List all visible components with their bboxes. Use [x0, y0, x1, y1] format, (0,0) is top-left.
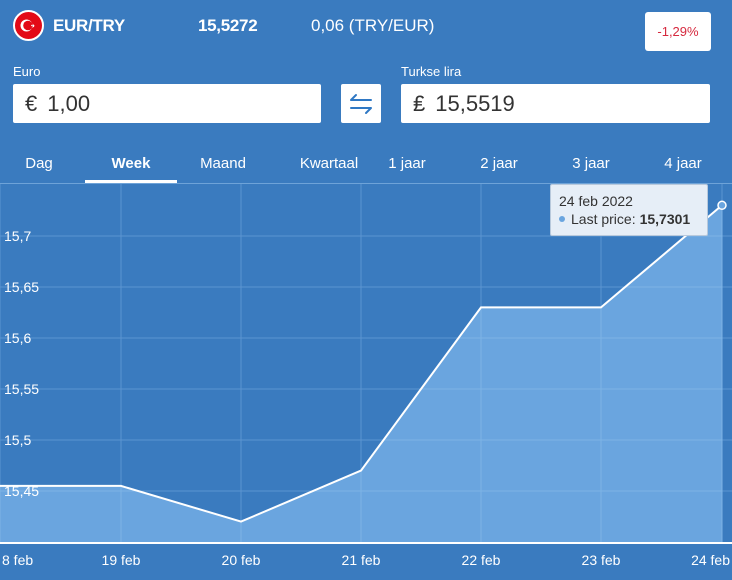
price-chart[interactable]: 15,45 15,5 15,55 15,6 15,65 15,7 8 feb 19 feb 20…	[0, 183, 732, 580]
price-area	[0, 205, 722, 543]
from-currency-label: Euro	[13, 64, 41, 79]
price-line	[0, 204, 723, 523]
series-dot-icon	[559, 216, 565, 222]
y-tick-label: 15,65	[4, 279, 39, 295]
tooltip-date: 24 feb 2022	[559, 193, 633, 209]
tab-3-jaar[interactable]: 3 jaar	[572, 155, 610, 172]
exchange-rate: 15,5272	[198, 16, 258, 35]
price-tooltip: 24 feb 2022 Last price: 15,7301	[550, 184, 708, 236]
x-tick-label: 8 feb	[2, 552, 33, 568]
tooltip-label: Last price:	[571, 211, 636, 227]
inverse-rate: 0,06 (TRY/EUR)	[311, 16, 435, 35]
currency-pair: EUR/TRY	[53, 16, 125, 35]
tab-week[interactable]: Week	[85, 144, 177, 183]
euro-symbol: €	[25, 90, 38, 116]
y-tick-label: 15,6	[4, 330, 31, 346]
turkey-flag-icon	[13, 10, 44, 41]
y-tick-label: 15,55	[4, 381, 39, 397]
swap-button[interactable]	[341, 84, 381, 123]
tooltip-value: 15,7301	[639, 211, 691, 227]
to-amount-input[interactable]	[435, 90, 636, 117]
last-price-marker	[717, 200, 727, 211]
change-badge: -1,29%	[645, 12, 711, 51]
tab-2-jaar[interactable]: 2 jaar	[480, 155, 518, 172]
header: EUR/TRY 15,5272 0,06 (TRY/EUR) -1,29%	[0, 0, 732, 56]
x-tick-label: 23 feb	[582, 552, 621, 568]
price-chart-svg: 15,45 15,5 15,55 15,6 15,65 15,7 8 feb 19 feb 20…	[0, 184, 732, 568]
x-tick-label: 20 feb	[222, 552, 261, 568]
tab-4-jaar[interactable]: 4 jaar	[664, 155, 702, 172]
y-tick-label: 15,45	[4, 483, 39, 499]
x-tick-label: 22 feb	[462, 552, 501, 568]
y-tick-label: 15,5	[4, 432, 31, 448]
tab-kwartaal[interactable]: Kwartaal	[299, 155, 359, 172]
period-tabs: Dag Week Maand Kwartaal 1 jaar 2 jaar 3 …	[0, 144, 732, 183]
x-tick-label: 24 feb	[691, 552, 730, 568]
lira-symbol: ₤	[413, 90, 426, 116]
from-amount-input[interactable]	[47, 90, 248, 117]
tab-1-jaar[interactable]: 1 jaar	[388, 155, 426, 172]
tab-dag[interactable]: Dag	[25, 155, 53, 172]
x-tick-label: 19 feb	[102, 552, 141, 568]
swap-arrows-icon	[350, 93, 372, 114]
y-tick-label: 15,7	[4, 228, 31, 244]
from-amount-field[interactable]: €	[13, 84, 321, 123]
to-amount-field[interactable]: ₤	[401, 84, 710, 123]
to-currency-label: Turkse lira	[401, 64, 462, 79]
x-tick-label: 21 feb	[342, 552, 381, 568]
tab-maand[interactable]: Maand	[200, 155, 246, 172]
